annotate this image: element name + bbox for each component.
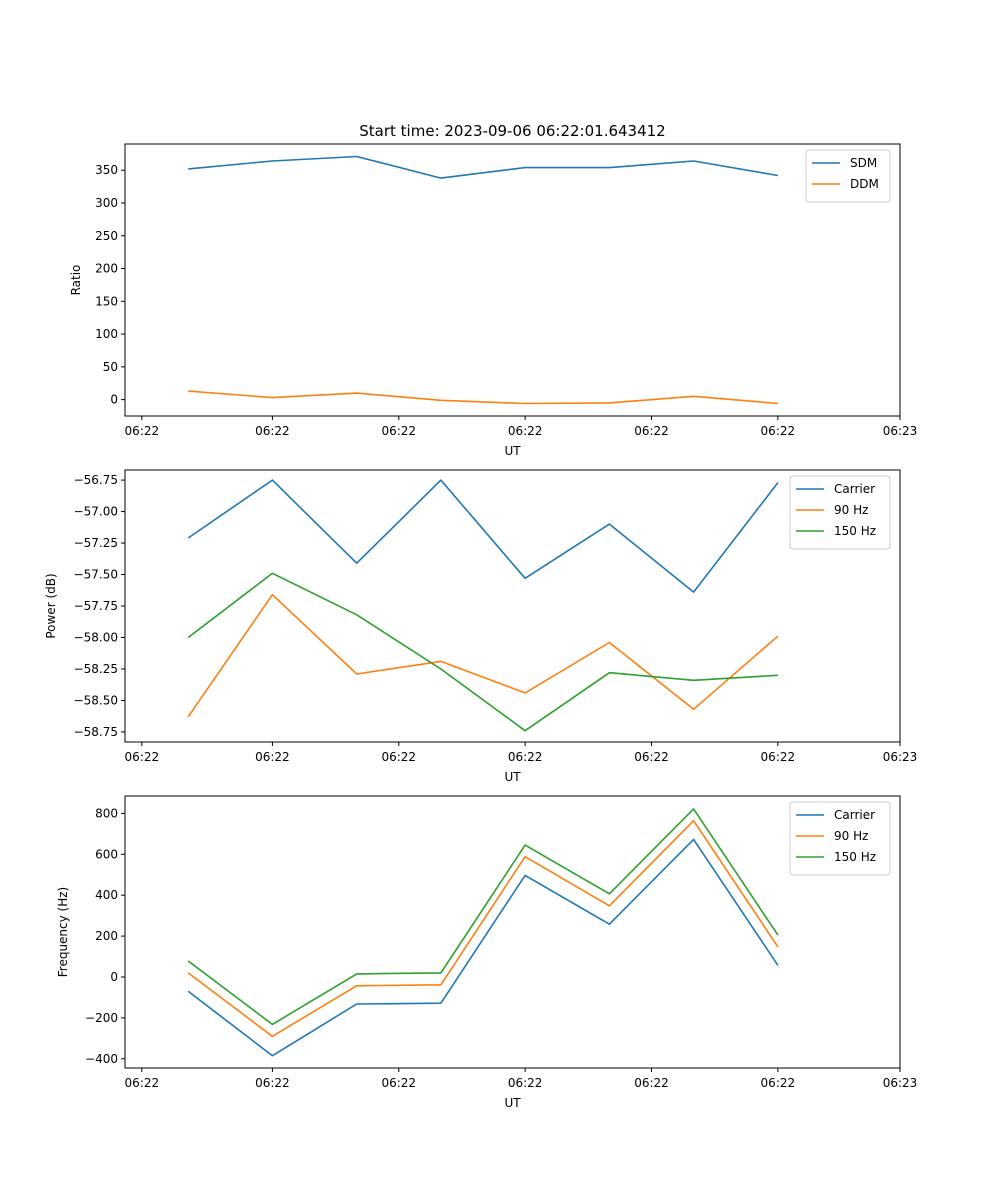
- power-x-tick-label: 06:22: [125, 750, 160, 764]
- figure-title: Start time: 2023-09-06 06:22:01.643412: [359, 122, 665, 140]
- ratio-y-tick-label: 200: [95, 262, 118, 276]
- frequency-y-axis-label: Frequency (Hz): [56, 887, 70, 978]
- ratio-x-tick-label: 06:22: [381, 424, 416, 438]
- frequency-x-tick-label: 06:22: [508, 1076, 543, 1090]
- ratio-x-tick-label: 06:22: [255, 424, 290, 438]
- power-y-tick-label: −58.75: [74, 725, 118, 739]
- power-series-90-hz-line: [187, 593, 779, 718]
- ratio-legend-box: [805, 149, 891, 203]
- power-legend-label-carrier: Carrier: [834, 482, 875, 496]
- power-y-tick-label: −57.25: [74, 536, 118, 550]
- frequency-x-tick-label: 06:22: [255, 1076, 290, 1090]
- power-y-tick-label: −57.50: [74, 568, 118, 582]
- frequency-legend-label-150-hz: 150 Hz: [834, 850, 876, 864]
- ratio-y-tick-label: 100: [95, 327, 118, 341]
- ratio-y-tick-label: 250: [95, 229, 118, 243]
- frequency-series-carrier-line: [187, 838, 779, 1057]
- frequency-x-tick-label: 06:23: [883, 1076, 918, 1090]
- power-x-tick-label: 06:23: [883, 750, 918, 764]
- ratio-y-tick-label: 300: [95, 196, 118, 210]
- power-x-axis-label: UT: [504, 770, 521, 784]
- power-series-150-hz-line: [187, 572, 778, 732]
- frequency-x-tick-label: 06:22: [125, 1076, 160, 1090]
- frequency-y-tick-label: 0: [110, 970, 118, 984]
- power-chart: 06:22 06:22 06:22 06:22 06:22 06:22 06:23 −56.7…: [44, 469, 918, 784]
- frequency-y-tick-label: −400: [85, 1052, 118, 1066]
- power-x-tick-label: 06:22: [761, 750, 796, 764]
- ratio-chart: 06:22 06:22 06:22 06:22 06:22 06:22 06:23 0 50 10…: [69, 143, 918, 458]
- ratio-legend: SDM DDM: [805, 149, 891, 203]
- frequency-series-90-hz-line: [187, 819, 779, 1038]
- ratio-legend-label-ddm: DDM: [850, 177, 879, 191]
- frequency-x-tick-label: 06:22: [634, 1076, 669, 1090]
- ratio-y-tick-label: 350: [95, 163, 118, 177]
- power-y-tick-label: −58.00: [74, 630, 118, 644]
- power-x-tick-label: 06:22: [634, 750, 669, 764]
- ratio-series-ddm-line: [188, 390, 778, 405]
- ratio-x-axis-label: UT: [504, 444, 521, 458]
- ratio-x-tick-label: 06:23: [883, 424, 918, 438]
- power-series-carrier-line: [187, 479, 779, 593]
- frequency-legend-label-carrier: Carrier: [834, 808, 875, 822]
- power-x-tick-label: 06:22: [381, 750, 416, 764]
- frequency-y-tick-label: −200: [85, 1011, 118, 1025]
- frequency-x-tick-label: 06:22: [381, 1076, 416, 1090]
- power-y-tick-label: −56.75: [74, 473, 118, 487]
- ratio-x-tick-label: 06:22: [761, 424, 796, 438]
- power-legend-label-90-hz: 90 Hz: [834, 503, 868, 517]
- frequency-y-tick-label: 400: [95, 888, 118, 902]
- power-y-axis-label: Power (dB): [44, 573, 58, 638]
- power-legend: Carrier 90 Hz 150 Hz: [789, 475, 891, 550]
- ratio-y-tick-label: 50: [103, 360, 118, 374]
- ratio-x-tick-label: 06:22: [634, 424, 669, 438]
- frequency-y-tick-label: 200: [95, 929, 118, 943]
- power-x-tick-label: 06:22: [508, 750, 543, 764]
- ratio-x-tick-label: 06:22: [508, 424, 543, 438]
- frequency-axes-frame: [124, 795, 901, 1069]
- frequency-x-axis-label: UT: [504, 1096, 521, 1110]
- power-y-tick-label: −58.50: [74, 693, 118, 707]
- power-y-tick-label: −57.00: [74, 505, 118, 519]
- frequency-y-tick-label: 600: [95, 847, 118, 861]
- power-x-tick-label: 06:22: [255, 750, 290, 764]
- ratio-axes-frame: [124, 143, 901, 417]
- frequency-legend-label-90-hz: 90 Hz: [834, 829, 868, 843]
- ratio-x-tick-label: 06:22: [125, 424, 160, 438]
- power-y-tick-label: −57.75: [74, 599, 118, 613]
- ratio-y-axis-label: Ratio: [69, 265, 83, 296]
- power-y-tick-label: −58.25: [74, 662, 118, 676]
- frequency-y-tick-label: 800: [95, 806, 118, 820]
- ratio-y-tick-label: 150: [95, 294, 118, 308]
- ratio-legend-label-sdm: SDM: [850, 156, 877, 170]
- ratio-series-sdm-line: [188, 155, 779, 179]
- frequency-legend: Carrier 90 Hz 150 Hz: [789, 801, 891, 876]
- frequency-series-150-hz-line: [187, 808, 779, 1026]
- frequency-x-tick-label: 06:22: [761, 1076, 796, 1090]
- ratio-y-tick-label: 0: [110, 393, 118, 407]
- power-legend-label-150-hz: 150 Hz: [834, 524, 876, 538]
- frequency-chart: 06:22 06:22 06:22 06:22 06:22 06:22 06:23 800 60…: [56, 795, 918, 1110]
- power-axes-frame: [124, 469, 901, 743]
